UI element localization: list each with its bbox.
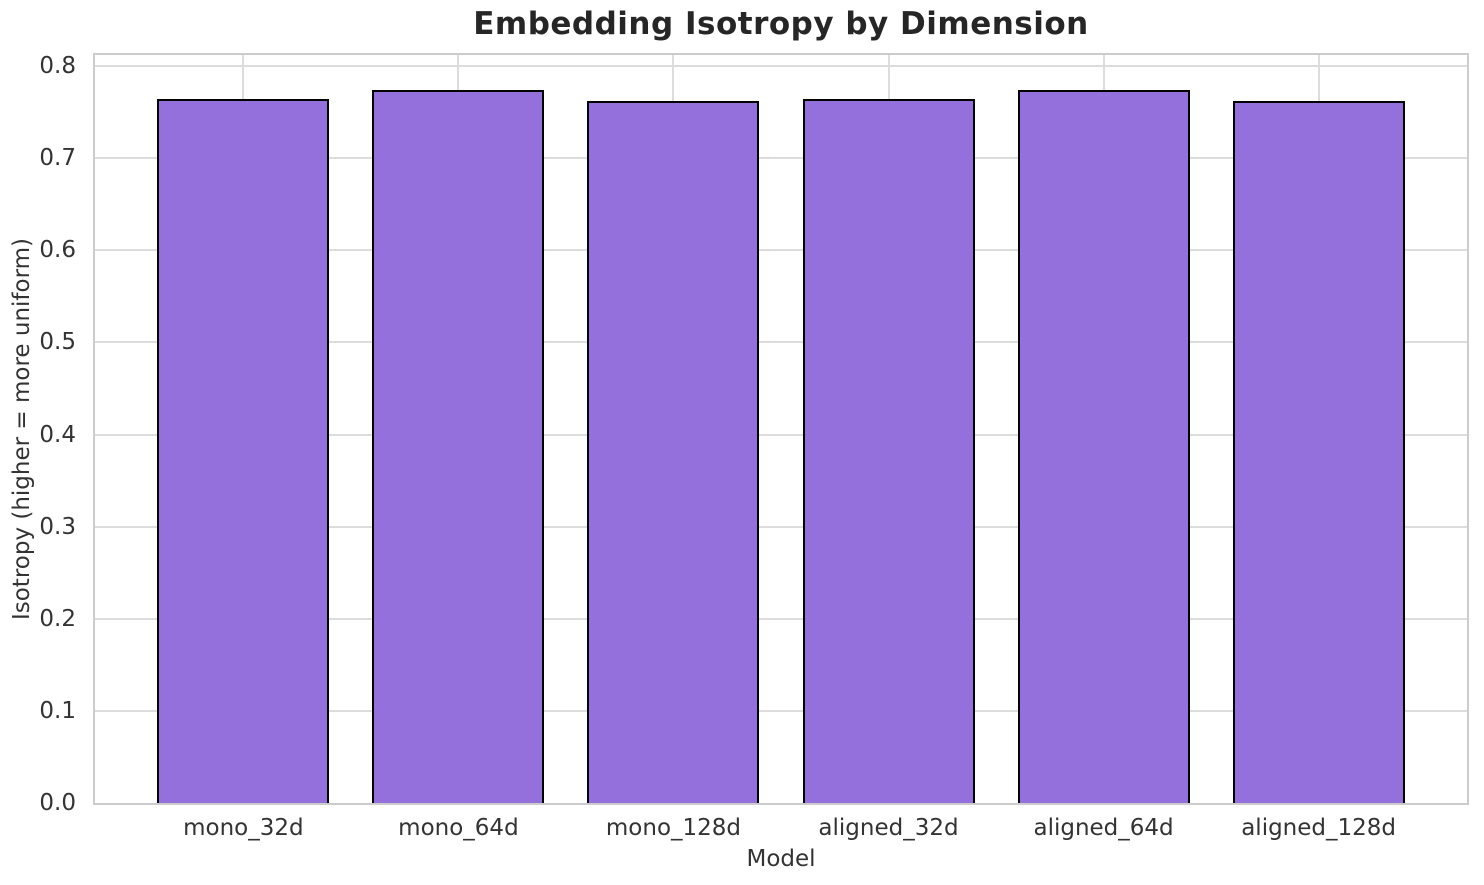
x-tick-label: mono_32d	[183, 815, 304, 841]
x-tick-label: aligned_128d	[1241, 815, 1397, 841]
x-tick-label: aligned_64d	[1033, 815, 1174, 841]
y-tick-label: 0.0	[39, 790, 76, 816]
y-tick-label: 0.6	[39, 237, 76, 264]
plot-area	[93, 53, 1469, 805]
gridline-horizontal	[95, 525, 1467, 528]
gridline-horizontal	[95, 157, 1467, 160]
gridline-horizontal	[95, 433, 1467, 436]
x-axis-label: Model	[746, 846, 816, 872]
gridline-horizontal	[95, 617, 1467, 620]
y-tick-label: 0.8	[39, 53, 76, 80]
bar-aligned_64d	[1017, 90, 1190, 803]
x-tick-label: mono_128d	[605, 815, 742, 841]
x-tick-label: aligned_32d	[818, 815, 959, 841]
bar-aligned_32d	[802, 99, 975, 803]
y-tick-label: 0.5	[39, 329, 76, 356]
bars-layer	[95, 55, 1467, 803]
chart-title: Embedding Isotropy by Dimension	[473, 6, 1089, 42]
y-tick-label: 0.1	[39, 697, 76, 724]
bar-aligned_128d	[1232, 101, 1405, 803]
y-tick-label: 0.3	[39, 513, 76, 540]
gridline-horizontal	[95, 341, 1467, 344]
bar-mono_64d	[372, 90, 545, 803]
bar-mono_32d	[157, 99, 330, 803]
gridline-horizontal	[95, 65, 1467, 68]
y-tick-label: 0.4	[39, 421, 76, 448]
bar-mono_128d	[587, 101, 760, 803]
y-tick-label: 0.7	[39, 145, 76, 172]
gridline-horizontal	[95, 709, 1467, 712]
y-tick-label: 0.2	[39, 605, 76, 632]
x-tick-label: mono_64d	[398, 815, 519, 841]
gridline-horizontal	[95, 249, 1467, 252]
